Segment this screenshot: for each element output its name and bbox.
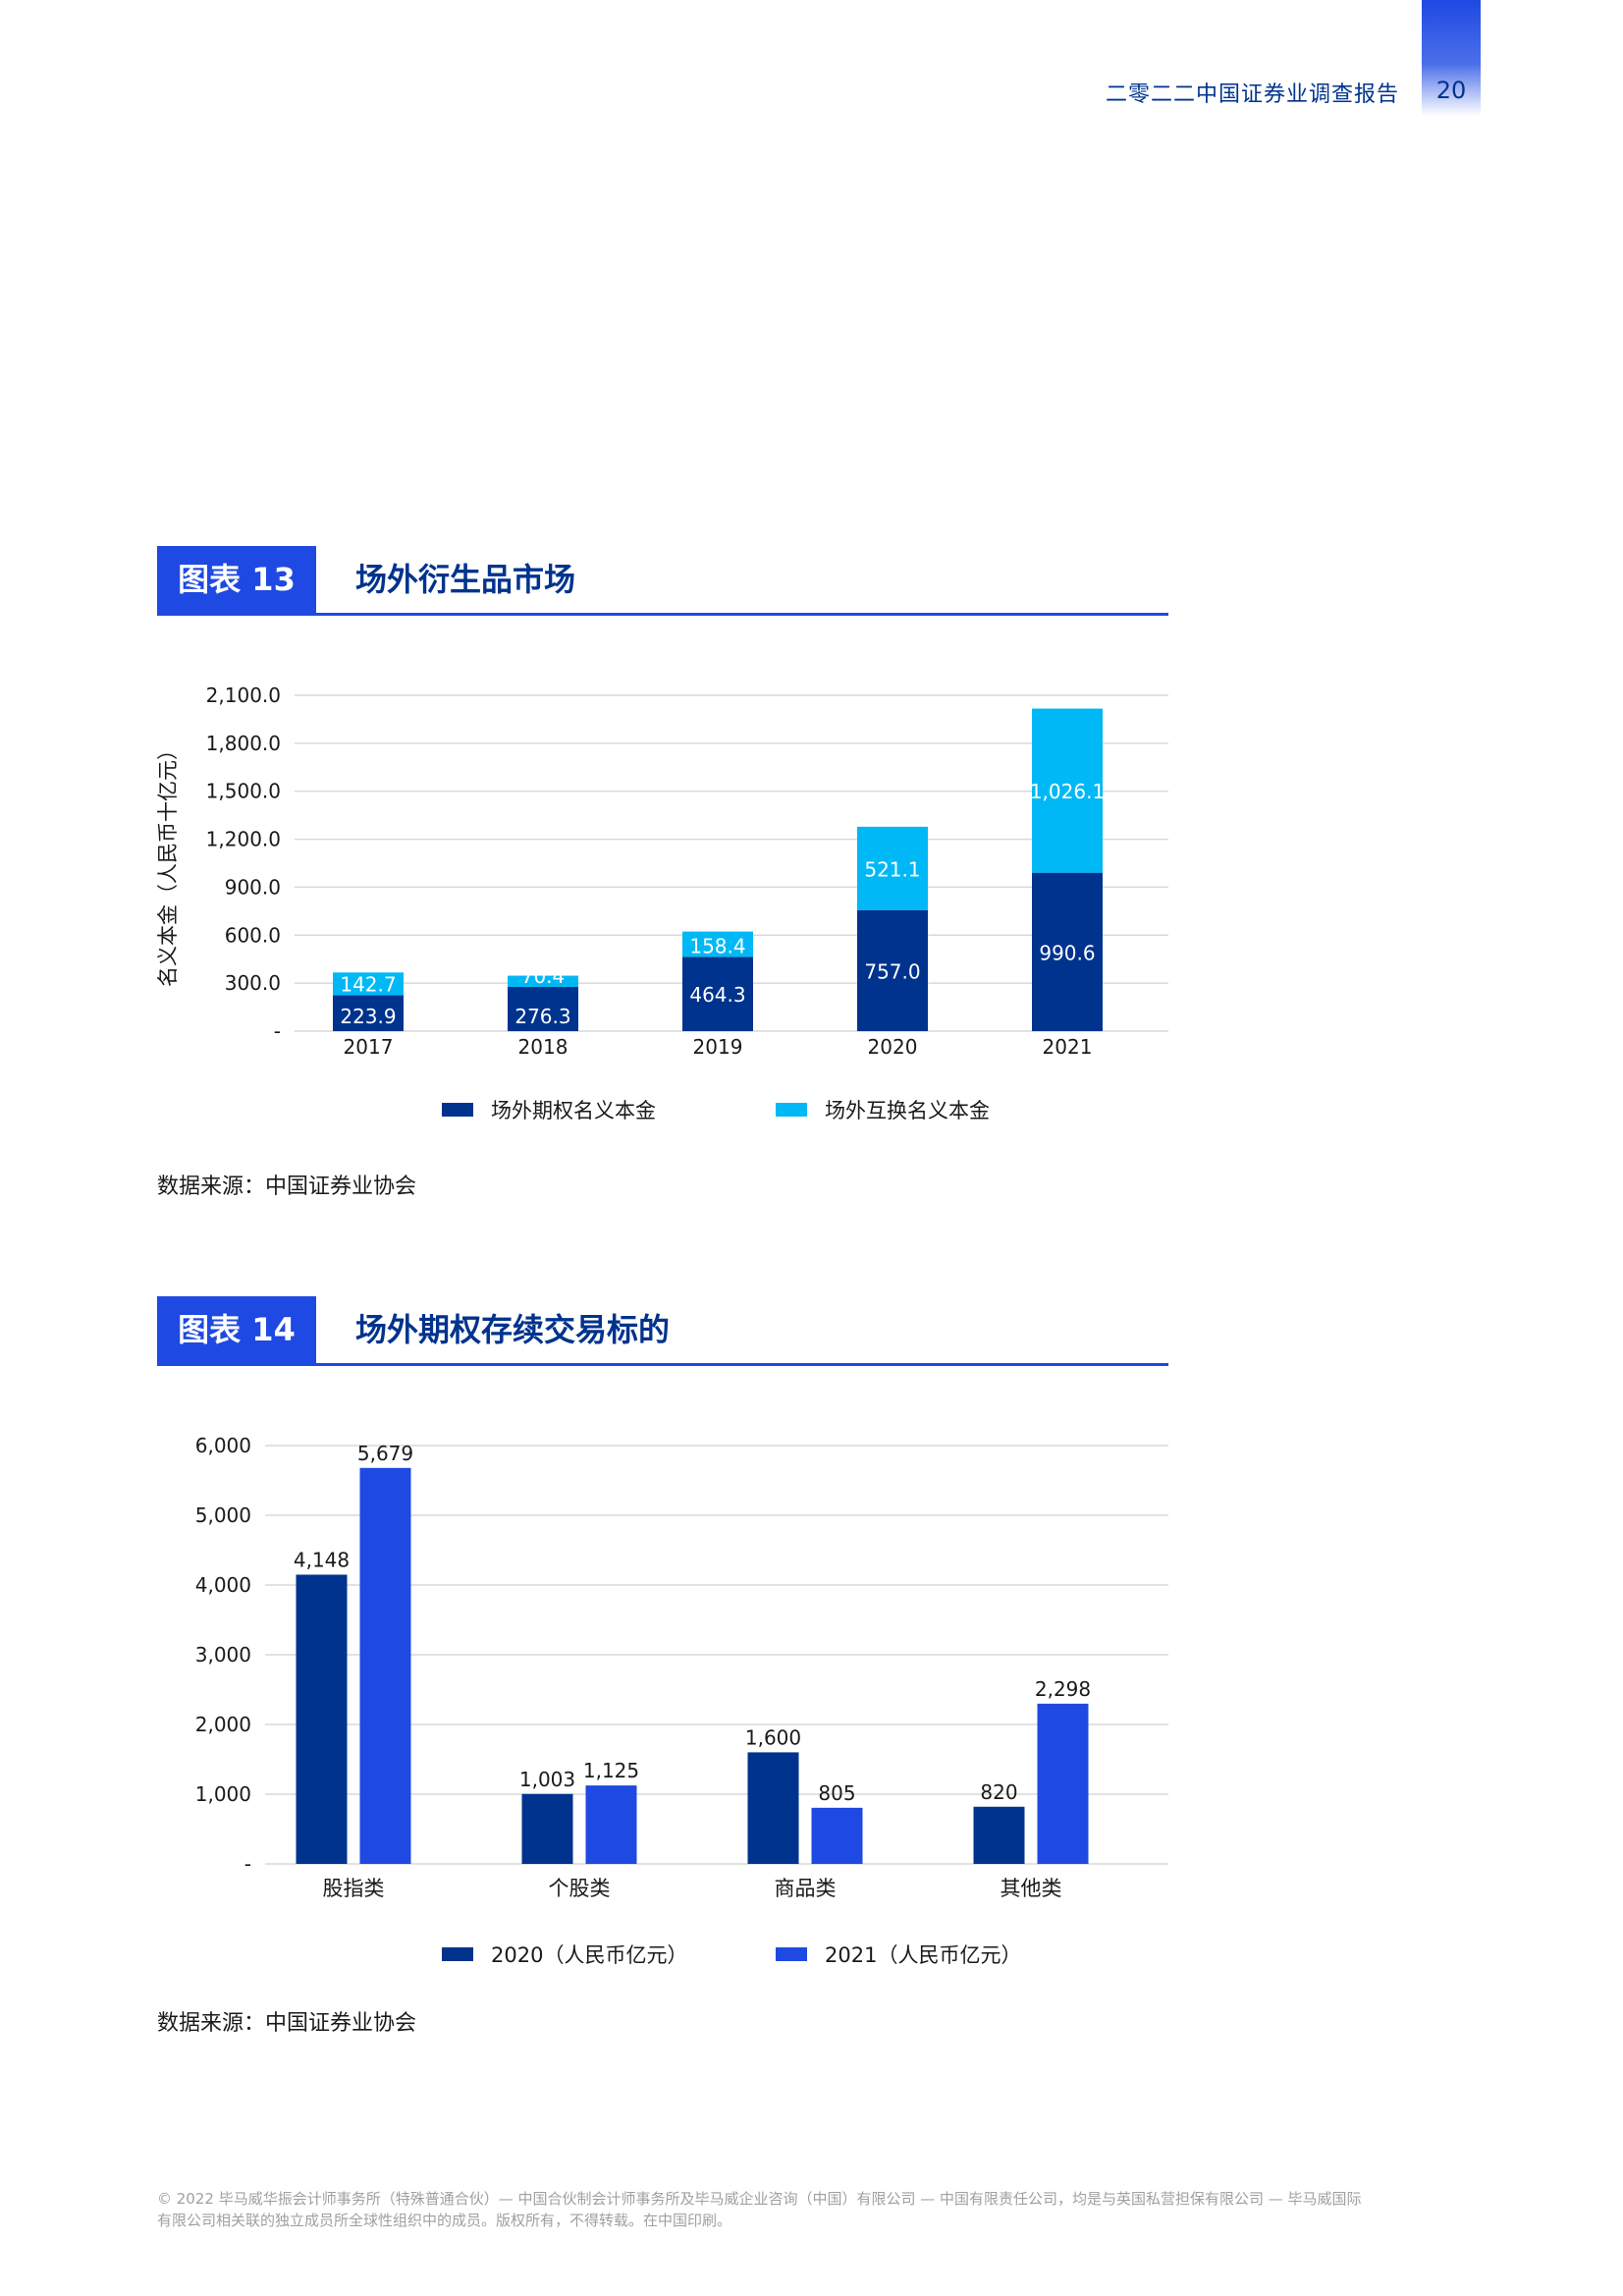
figure-14-source: 数据来源：中国证券业协会 [157,2011,417,2036]
bar-options-2018 [508,987,578,1031]
legend-label: 2020（人民币亿元） [491,1943,687,1967]
data-label: 1,125 [583,1759,639,1782]
data-label: 805 [818,1781,855,1805]
bar-swaps-2021 [1032,708,1103,873]
x-tick-label: 商品类 [775,1877,837,1900]
bar-2020-其他类 [973,1806,1025,1864]
legend-label: 场外互换名义本金 [825,1099,990,1122]
x-tick-label: 2021 [1043,1035,1093,1059]
chart-otc-options-underlying: - 1,000 2,000 3,000 4,000 5,000 6,000 4,148 5,67… [195,1434,1168,1967]
y-axis-label: 名义本金（人民币十亿元） [156,739,180,987]
figure-14-rule [157,1363,1168,1366]
y-tick-label: 3,000 [195,1643,251,1667]
y-tick-label: - [274,1019,281,1043]
data-label: 820 [980,1780,1017,1804]
figure-14-title: 场外期权存续交易标的 [355,1311,671,1348]
y-tick-label: 5,000 [195,1503,251,1527]
footer-line-2: 有限公司相关联的独立成员所全球性组织中的成员。版权所有，不得转载。在中国印刷。 [157,2212,732,2229]
data-label-options: 990.6 [1039,941,1095,964]
figure-13-rule [157,613,1168,616]
legend-swatch [776,1103,807,1117]
x-tick-label: 2020 [868,1035,918,1059]
report-header-title: 二零二二中国证券业调查报告 [1105,82,1399,107]
page-number: 20 [1435,77,1467,104]
bar-2020-股指类 [296,1574,348,1864]
y-tick-label: 2,100.0 [206,683,281,707]
figure-13-title: 场外衍生品市场 [355,561,576,598]
page-tab-decoration [1422,0,1481,116]
figure-14-header: 图表 14 场外期权存续交易标的 [157,1296,1168,1367]
data-label-options: 223.9 [340,1005,396,1028]
data-label-swaps: 70.4 [521,964,566,988]
y-tick-label: 1,000 [195,1782,251,1806]
bar-options-2020 [857,909,928,1031]
bar-2020-商品类 [747,1752,799,1864]
y-tick-label: 1,800.0 [206,732,281,755]
data-label: 5,679 [357,1442,413,1465]
bar-2021-其他类 [1037,1703,1089,1864]
bar-swaps-2018 [508,975,578,988]
data-label-swaps: 142.7 [340,973,396,997]
legend-swatch [442,1103,473,1117]
legend-swatch [776,1947,807,1961]
footer-line-1: © 2022 毕马威华振会计师事务所（特殊普通合伙）— 中国合伙制会计师事务所及… [157,2190,1362,2208]
y-tick-label: 1,200.0 [206,828,281,851]
bar-swaps-2017 [333,972,404,996]
y-tick-label: 2,000 [195,1713,251,1736]
bar-2021-个股类 [585,1785,637,1864]
data-label-swaps: 1,026.1 [1030,780,1105,803]
data-label: 2,298 [1035,1677,1091,1701]
x-tick-label: 个股类 [549,1877,611,1900]
bar-swaps-2019 [682,931,753,957]
data-label: 1,003 [519,1768,575,1791]
bar-swaps-2020 [857,826,928,910]
bar-2020-个股类 [521,1793,573,1864]
figure-13-source: 数据来源：中国证券业协会 [157,1175,417,1199]
y-tick-label: 6,000 [195,1434,251,1457]
x-tick-label: 2018 [518,1035,568,1059]
bar-2021-商品类 [811,1807,863,1864]
chart-otc-derivatives: - 300.0 600.0 900.0 1,200.0 1,500.0 1,800.0 2,1… [156,683,1168,1122]
bar-options-2021 [1032,872,1103,1031]
data-label: 4,148 [294,1548,350,1571]
data-label-swaps: 521.1 [864,857,920,881]
y-tick-label: 600.0 [225,923,281,947]
bar-2021-股指类 [359,1467,411,1864]
legend-label: 场外期权名义本金 [491,1099,656,1122]
y-tick-label: 1,500.0 [206,780,281,803]
bar-options-2017 [333,995,404,1031]
y-tick-label: 900.0 [225,875,281,899]
y-tick-label: 4,000 [195,1573,251,1597]
y-tick-label: - [244,1852,251,1876]
data-label: 1,600 [745,1725,801,1749]
data-label-swaps: 158.4 [689,934,745,957]
legend-swatch [442,1947,473,1961]
x-tick-label: 2019 [693,1035,743,1059]
x-tick-label: 股指类 [323,1877,385,1900]
legend-label: 2021（人民币亿元） [825,1943,1021,1967]
y-tick-label: 300.0 [225,971,281,995]
x-tick-label: 2017 [344,1035,394,1059]
data-label-options: 757.0 [864,959,920,983]
figure-13-header: 图表 13 场外衍生品市场 [157,546,1168,617]
copyright-footer: © 2022 毕马威华振会计师事务所（特殊普通合伙）— 中国合伙制会计师事务所及… [157,2188,1492,2231]
figure-13-badge: 图表 13 [157,546,316,613]
bar-options-2019 [682,957,753,1031]
data-label-options: 464.3 [689,983,745,1007]
data-label-options: 276.3 [514,1005,570,1028]
x-tick-label: 其他类 [1001,1877,1062,1900]
figure-14-badge: 图表 14 [157,1296,316,1363]
